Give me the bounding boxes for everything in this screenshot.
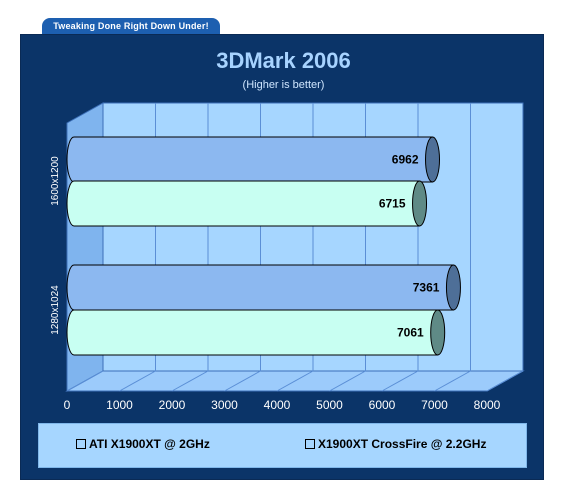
legend-item-series-1: ATI X1900XT @ 2GHz bbox=[76, 437, 210, 451]
x-tick-label: 7000 bbox=[421, 398, 448, 412]
floor-gridline bbox=[434, 370, 471, 392]
chart-subtitle: (Higher is better) bbox=[242, 79, 325, 91]
bar-value-label: 7061 bbox=[397, 326, 424, 340]
bar-1600x1200-series-1: 6962 bbox=[66, 136, 441, 183]
category-label: 1280x1024 bbox=[50, 285, 61, 335]
x-axis-ticks: 0 1000 2000 3000 4000 5000 6000 7000 8000 bbox=[64, 398, 501, 412]
bar-value-label: 6962 bbox=[392, 153, 419, 167]
floor-gridline bbox=[119, 370, 156, 392]
x-tick-label: 8000 bbox=[474, 398, 501, 412]
bar-1280x1024-series-1: 7361 bbox=[66, 264, 461, 311]
bar-value-label: 6715 bbox=[379, 197, 406, 211]
floor-gridline bbox=[381, 370, 419, 392]
legend-item-series-2: X1900XT CrossFire @ 2.2GHz bbox=[305, 437, 486, 451]
x-tick-label: 0 bbox=[64, 398, 71, 412]
legend-label-series-2: X1900XT CrossFire @ 2.2GHz bbox=[318, 437, 487, 451]
bar-end-cap bbox=[445, 264, 461, 311]
floor-gridline bbox=[224, 370, 261, 392]
legend-label-series-1: ATI X1900XT @ 2GHz bbox=[89, 437, 210, 451]
legend-swatch-series-2 bbox=[305, 439, 315, 449]
category-label: 1600x1200 bbox=[50, 156, 61, 206]
bar-end-cap bbox=[425, 136, 441, 183]
legend: ATI X1900XT @ 2GHz X1900XT CrossFire @ 2… bbox=[38, 423, 527, 468]
chart-title: 3DMark 2006 bbox=[216, 48, 351, 73]
x-tick-label: 1000 bbox=[106, 398, 133, 412]
site-tagline-tab: Tweaking Done Right Down Under! bbox=[42, 18, 220, 34]
x-tick-label: 2000 bbox=[159, 398, 186, 412]
floor-gridline bbox=[486, 370, 524, 392]
bar-body bbox=[66, 136, 434, 183]
x-tick-label: 6000 bbox=[369, 398, 396, 412]
bar-body bbox=[66, 264, 454, 311]
bar-1280x1024-series-2: 7061 bbox=[66, 309, 446, 356]
x-tick-label: 5000 bbox=[316, 398, 343, 412]
bar-end-cap bbox=[430, 309, 446, 356]
bar-1600x1200-series-2: 6715 bbox=[66, 180, 428, 227]
x-tick-label: 3000 bbox=[211, 398, 238, 412]
bar-body bbox=[66, 309, 439, 356]
floor-gridline bbox=[171, 370, 209, 392]
bar-end-cap bbox=[412, 180, 428, 227]
y-axis-categories: 1600x1200 1280x1024 bbox=[50, 156, 61, 335]
legend-swatch-series-1 bbox=[76, 439, 86, 449]
floor-gridline bbox=[276, 370, 314, 392]
floor-gridline bbox=[66, 370, 104, 392]
x-tick-label: 4000 bbox=[264, 398, 291, 412]
floor-gridline bbox=[329, 370, 366, 392]
bar-body bbox=[66, 180, 421, 227]
bar-value-label: 7361 bbox=[413, 281, 440, 295]
bars: 6962 6715 7361 7061 bbox=[66, 136, 461, 356]
